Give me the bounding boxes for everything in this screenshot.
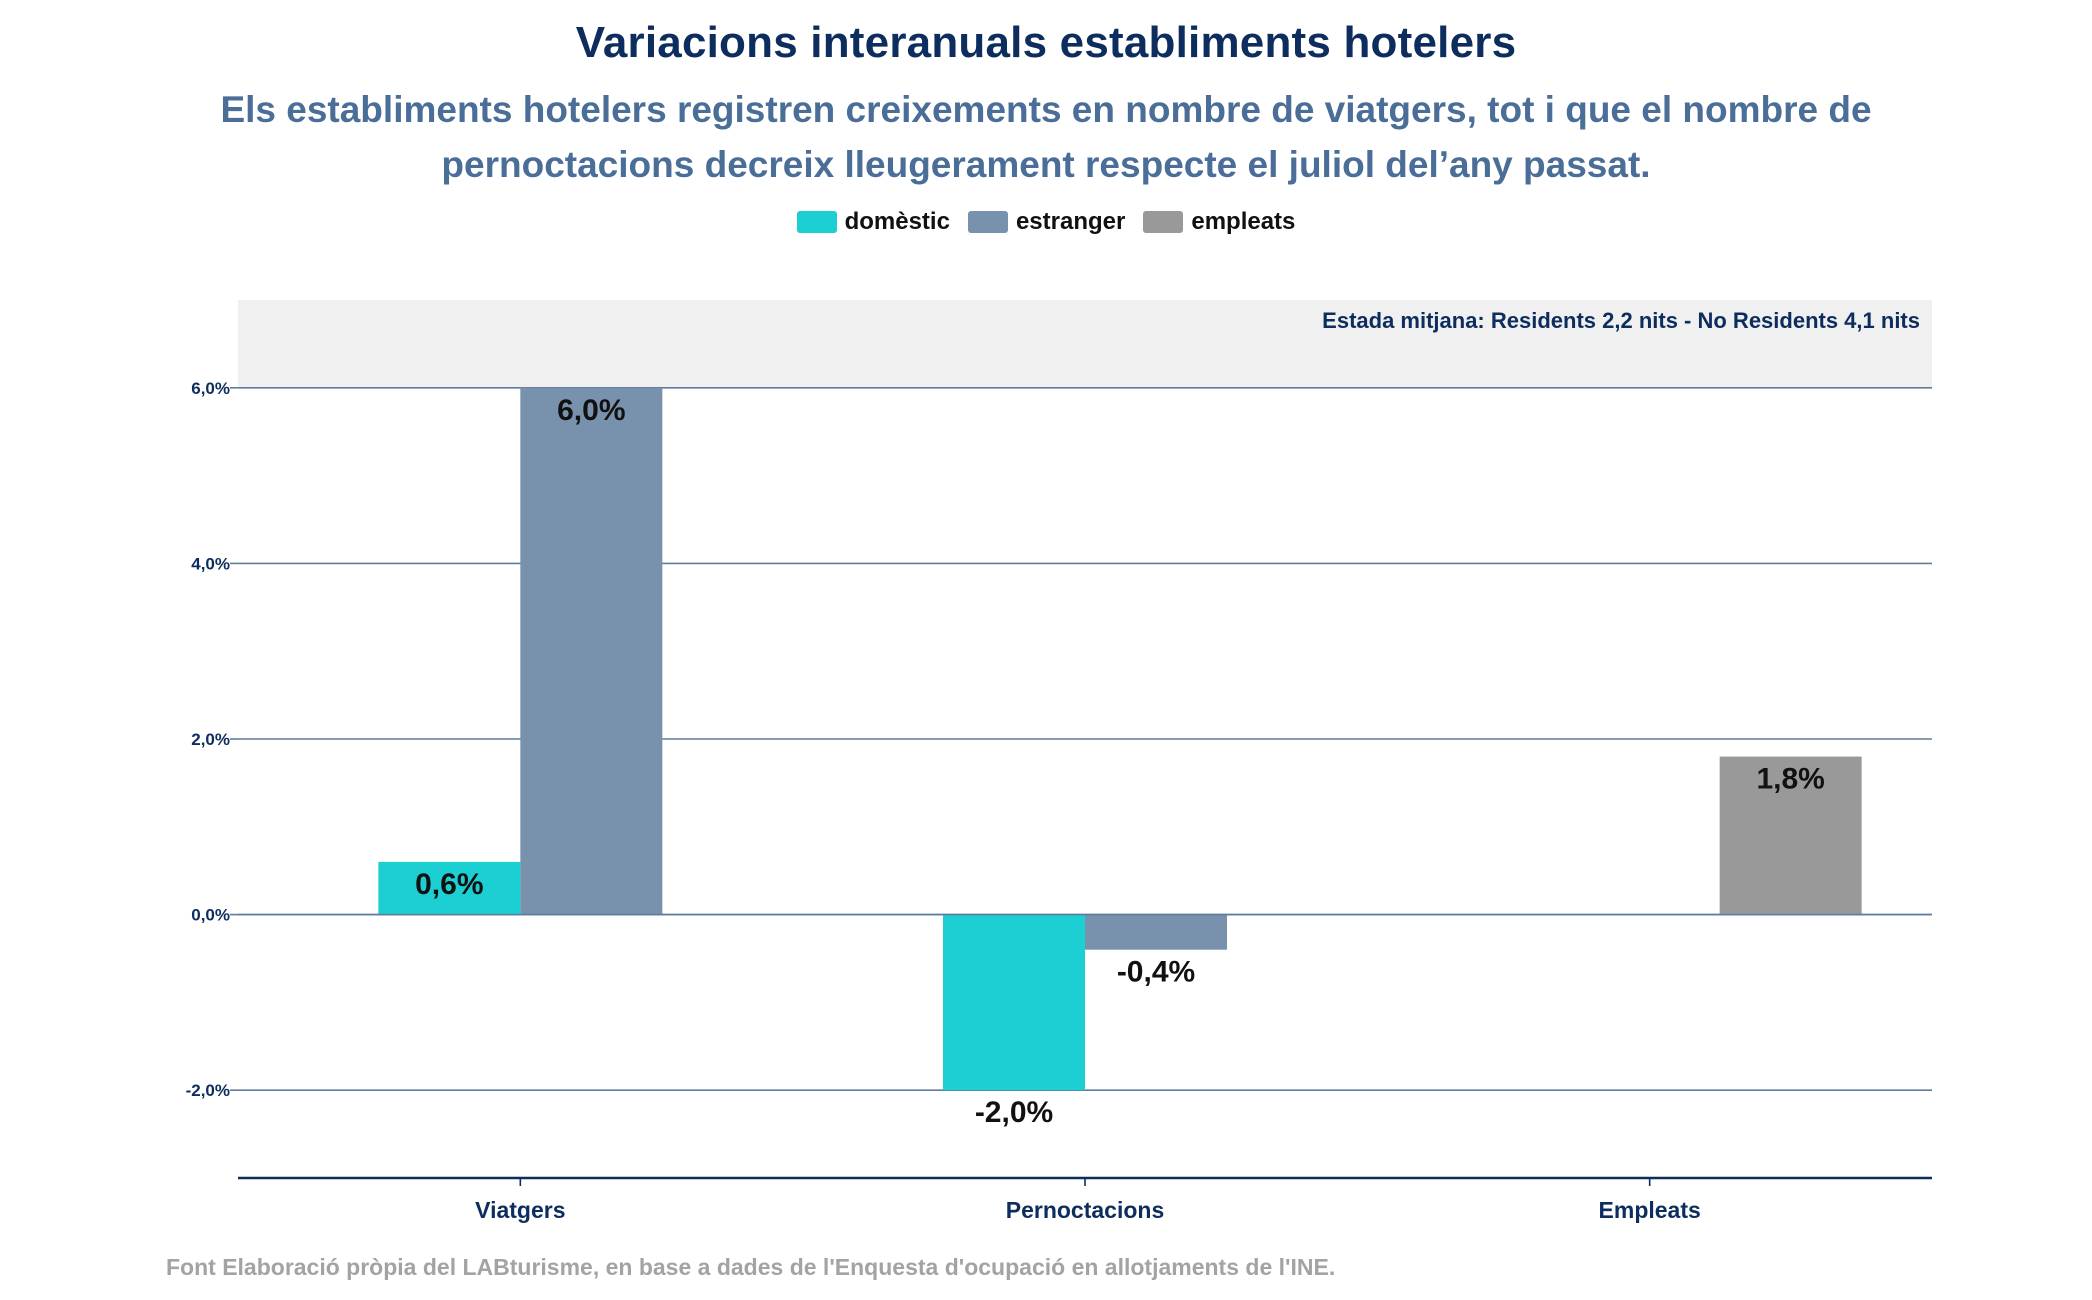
y-tick-label: -2,0% <box>186 1081 230 1100</box>
legend-label-estranger: estranger <box>1015 208 1126 235</box>
chart-subtitle: Els establiments hotelers registren crei… <box>220 89 1872 185</box>
x-tick-label: Empleats <box>1599 1197 1701 1223</box>
y-tick-label: 2,0% <box>191 730 230 749</box>
annotation-text: Estada mitjana: Residents 2,2 nits - No … <box>1322 308 1920 333</box>
y-tick-label: 4,0% <box>191 554 230 573</box>
data-label: 1,8% <box>1756 763 1824 796</box>
y-tick-label: 6,0% <box>191 379 230 398</box>
legend-label-empleats: empleats <box>1191 208 1296 235</box>
data-label: 0,6% <box>415 868 483 901</box>
legend-swatch-domestic <box>796 211 837 233</box>
data-label: 6,0% <box>557 394 625 427</box>
legend-swatch-empleats <box>1143 211 1184 233</box>
bar <box>1085 914 1227 950</box>
chart-title: Variacions interanuals establiments hote… <box>575 18 1517 67</box>
y-tick-label: 0,0% <box>191 906 230 925</box>
legend-item-domestic[interactable]: domèstic <box>796 208 950 236</box>
legend: domèstic estranger empleats <box>0 208 2092 236</box>
x-tick-label: Viatgers <box>475 1197 565 1223</box>
bar <box>378 861 521 915</box>
x-tick-label: Pernoctacions <box>1006 1197 1165 1223</box>
annotation-band <box>238 300 1932 388</box>
legend-label-domestic: domèstic <box>844 208 950 235</box>
bar <box>520 387 663 915</box>
source-note: Font Elaboració pròpia del LABturisme, e… <box>166 1254 1336 1280</box>
legend-item-estranger[interactable]: estranger <box>967 208 1126 236</box>
data-label: -2,0% <box>975 1096 1053 1129</box>
data-label: -0,4% <box>1117 956 1195 989</box>
legend-item-empleats[interactable]: empleats <box>1143 208 1295 236</box>
legend-swatch-estranger <box>967 211 1008 233</box>
bar <box>1719 756 1862 915</box>
bar <box>943 914 1085 1091</box>
